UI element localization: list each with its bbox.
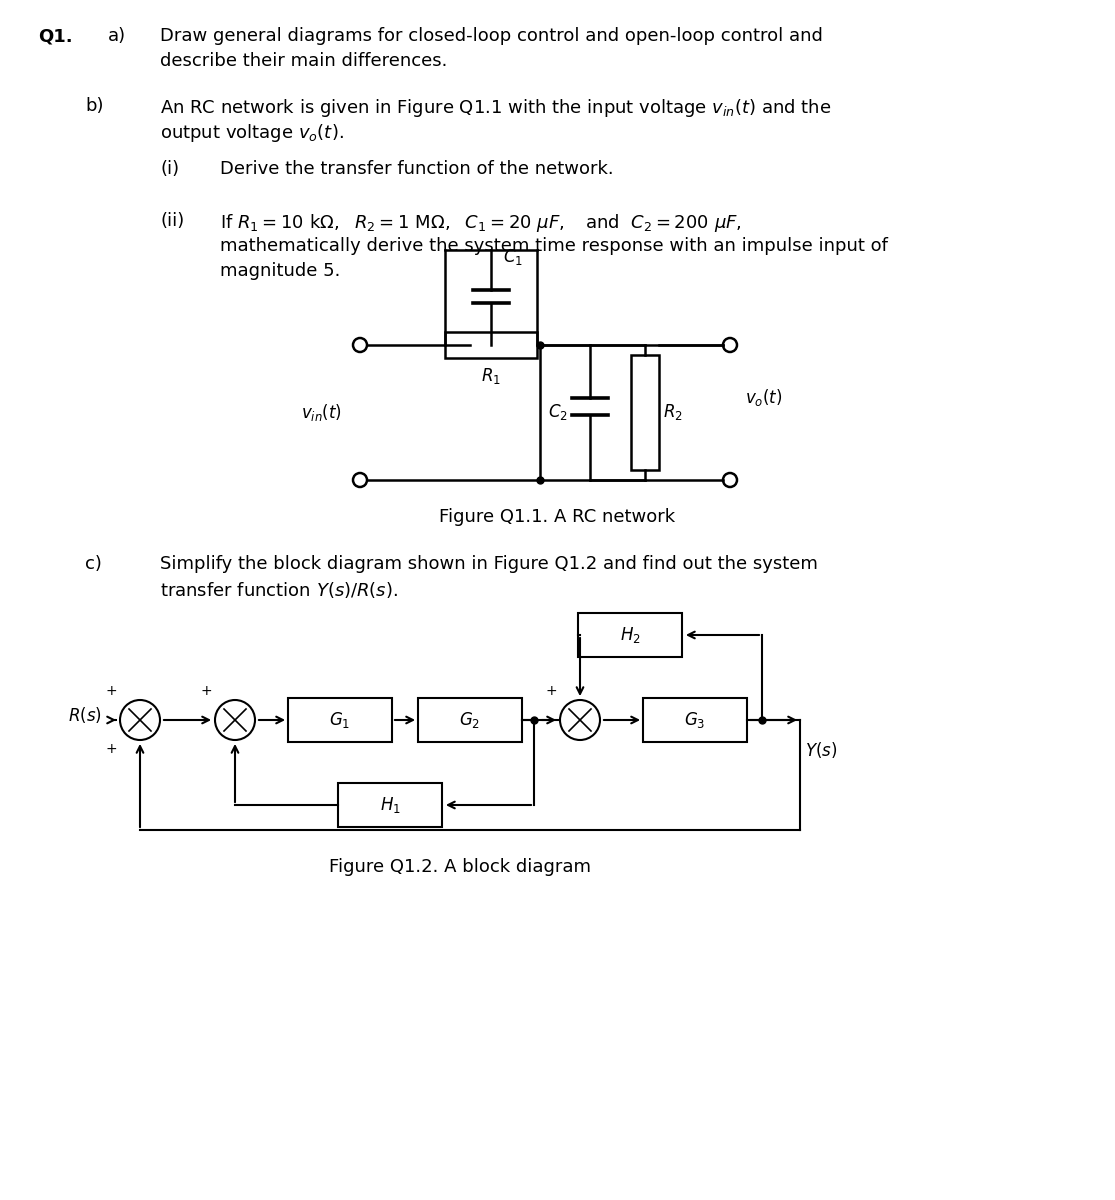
Text: Simplify the block diagram shown in Figure Q1.2 and find out the system: Simplify the block diagram shown in Figu…	[159, 554, 818, 572]
Text: $C_1$: $C_1$	[503, 247, 523, 266]
Text: Figure Q1.2. A block diagram: Figure Q1.2. A block diagram	[329, 858, 591, 876]
Text: $+$: $+$	[545, 684, 558, 698]
Text: $G_3$: $G_3$	[685, 710, 706, 730]
Text: c): c)	[85, 554, 101, 572]
Bar	[643, 698, 747, 742]
Text: describe their main differences.: describe their main differences.	[159, 52, 447, 70]
Text: $G_2$: $G_2$	[459, 710, 481, 730]
Bar	[631, 355, 659, 470]
Text: $H_2$: $H_2$	[620, 625, 640, 646]
Text: b): b)	[85, 97, 104, 115]
Circle shape	[215, 700, 255, 740]
Text: a): a)	[108, 26, 126, 44]
Text: An RC network is given in Figure Q1.1 with the input voltage $v_{in}(t)$ and the: An RC network is given in Figure Q1.1 wi…	[159, 97, 832, 119]
Text: mathematically derive the system time response with an impulse input of: mathematically derive the system time re…	[220, 236, 888, 254]
Text: $v_{in}(t)$: $v_{in}(t)$	[301, 402, 342, 422]
Text: Draw general diagrams for closed-loop control and open-loop control and: Draw general diagrams for closed-loop co…	[159, 26, 823, 44]
Circle shape	[560, 700, 600, 740]
Bar	[338, 782, 442, 827]
Text: transfer function $Y(s)/R(s)$.: transfer function $Y(s)/R(s)$.	[159, 580, 398, 600]
Text: output voltage $v_o(t)$.: output voltage $v_o(t)$.	[159, 122, 343, 144]
Bar	[578, 613, 682, 658]
Text: If $R_1 = 10\ \mathrm{k}\Omega,\ \ R_2 = 1\ \mathrm{M}\Omega,\ \ C_1 = 20\ \mu F: If $R_1 = 10\ \mathrm{k}\Omega,\ \ R_2 =…	[220, 212, 741, 234]
Text: Q1.: Q1.	[38, 26, 72, 44]
Text: $+$: $+$	[200, 684, 212, 698]
Text: $+$: $+$	[105, 742, 117, 756]
Text: $G_1$: $G_1$	[329, 710, 350, 730]
Text: $R_2$: $R_2$	[663, 402, 682, 422]
Text: magnitude 5.: magnitude 5.	[220, 262, 340, 280]
Text: (i): (i)	[159, 160, 180, 178]
Text: Derive the transfer function of the network.: Derive the transfer function of the netw…	[220, 160, 613, 178]
Bar	[288, 698, 392, 742]
Text: (ii): (ii)	[159, 212, 184, 230]
Bar	[418, 698, 522, 742]
Text: $C_2$: $C_2$	[549, 402, 568, 422]
Text: $Y(s)$: $Y(s)$	[805, 740, 837, 760]
Bar	[445, 332, 537, 358]
Text: $H_1$: $H_1$	[379, 794, 400, 815]
Text: $R(s)$: $R(s)$	[68, 704, 101, 725]
Text: Figure Q1.1. A RC network: Figure Q1.1. A RC network	[439, 508, 675, 526]
Text: $+$: $+$	[105, 684, 117, 698]
Text: $v_o(t)$: $v_o(t)$	[745, 386, 783, 408]
Text: $R_1$: $R_1$	[481, 366, 501, 386]
Circle shape	[120, 700, 159, 740]
